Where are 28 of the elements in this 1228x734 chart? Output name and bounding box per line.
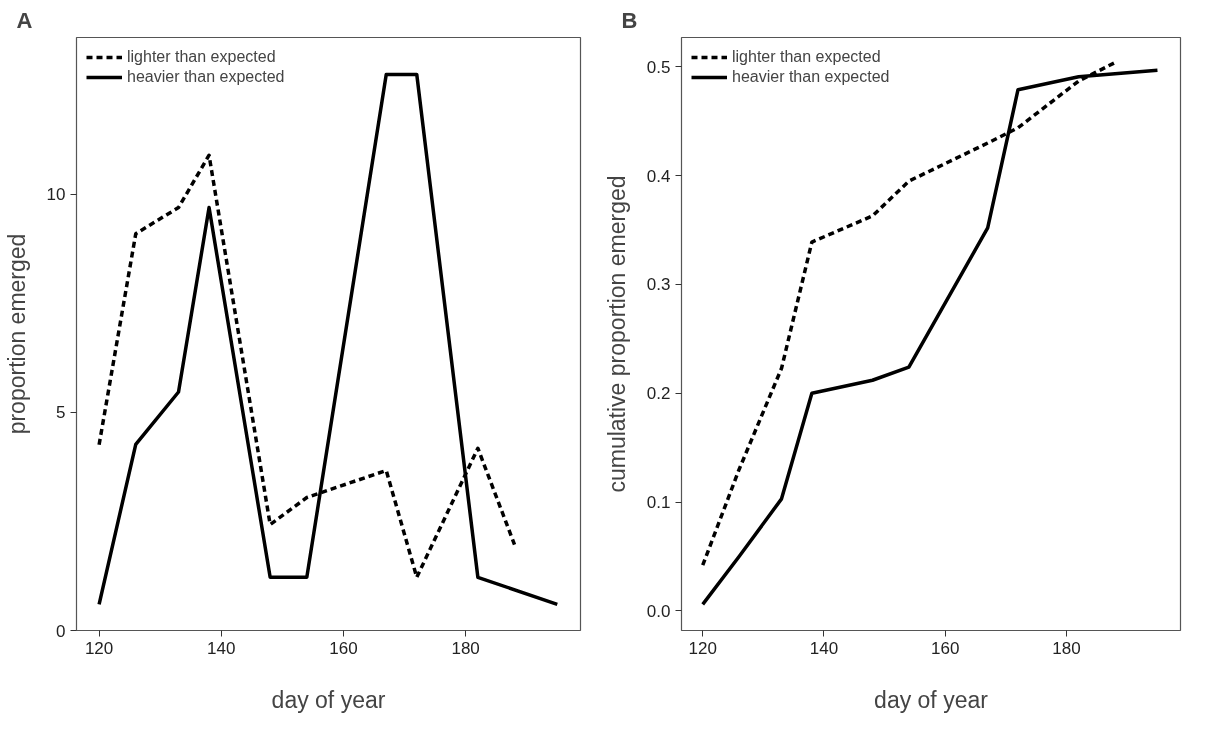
x-axis-title: day of year — [271, 686, 386, 713]
legend-label: lighter than expected — [732, 48, 881, 66]
x-tick-label: 120 — [688, 638, 717, 658]
y-axis-title: cumulative proportion emerged — [603, 175, 630, 493]
y-axis-title: proportion emerged — [3, 233, 30, 435]
y-tick-label: 10 — [46, 185, 66, 205]
x-tick-label: 140 — [207, 638, 236, 658]
y-tick-label: 5 — [56, 403, 66, 423]
line-series — [97, 72, 560, 607]
x-tick-label: 180 — [1052, 638, 1081, 658]
y-tick-label: 0.0 — [646, 601, 671, 621]
x-tick-label: 160 — [931, 638, 960, 658]
x-axis-title: day of year — [874, 686, 989, 713]
legend-label: heavier than expected — [732, 68, 890, 86]
x-tick-label: 160 — [329, 638, 358, 658]
y-tick-label: 0 — [56, 621, 66, 641]
x-tick-label: 180 — [451, 638, 480, 658]
y-tick-label: 0.5 — [646, 57, 671, 77]
x-tick-label: 120 — [84, 638, 114, 658]
y-tick-label: 0.3 — [646, 275, 671, 295]
chart-title: A — [16, 7, 33, 33]
y-tick-label: 0.1 — [646, 493, 671, 513]
y-tick-label: 0.2 — [646, 384, 671, 404]
legend-label: lighter than expected — [127, 48, 276, 66]
legend-label: heavier than expected — [127, 68, 285, 86]
x-tick-label: 140 — [809, 638, 839, 658]
y-tick-label: 0.4 — [646, 166, 671, 186]
chart-title: B — [621, 7, 638, 33]
